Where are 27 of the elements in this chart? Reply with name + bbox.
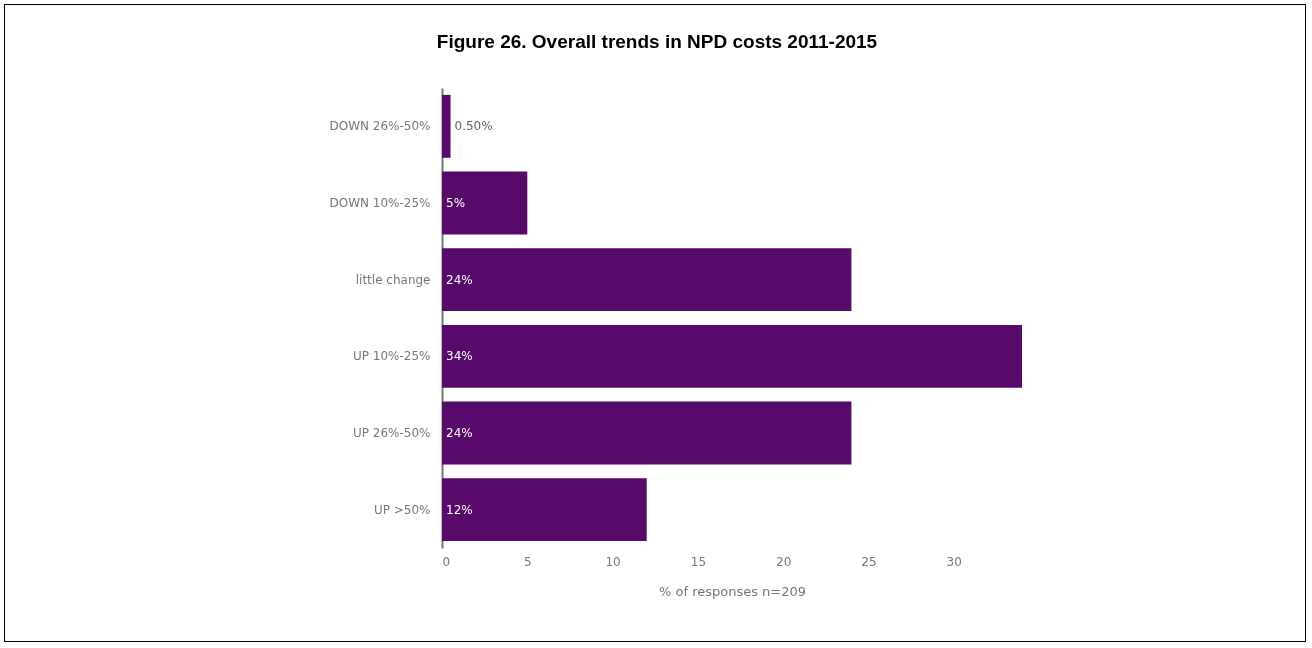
y-tick-label: DOWN 26%-50%: [329, 119, 431, 134]
data-label: 24%: [446, 272, 473, 287]
bar: [442, 94, 451, 158]
x-axis-title: % of responses n=209: [658, 583, 807, 599]
x-tick-label: 15: [690, 554, 707, 569]
bar: [442, 248, 852, 312]
y-tick-label: UP 10%-25%: [352, 349, 431, 364]
y-tick-label: DOWN 10%-25%: [329, 196, 431, 210]
x-tick-label: 25: [861, 554, 877, 569]
x-tick-label: 0: [442, 554, 451, 569]
bar: [442, 401, 852, 465]
data-label: 5%: [446, 196, 466, 210]
y-tick-label: UP >50%: [373, 502, 431, 517]
data-label: 12%: [446, 502, 473, 517]
chart-title: Figure 26. Overall trends in NPD costs 2011-2015: [436, 31, 878, 52]
bar: [442, 324, 1022, 388]
data-label: 24%: [446, 426, 473, 440]
y-tick-label: little change: [355, 272, 431, 287]
x-tick-label: 30: [946, 554, 962, 569]
data-label: 34%: [446, 349, 473, 364]
bar: [442, 478, 647, 542]
bar: [442, 171, 528, 235]
x-tick-label: 10: [605, 554, 621, 569]
x-tick-label: 5: [523, 554, 532, 569]
data-label: 0.50%: [454, 119, 493, 134]
x-tick-label: 20: [776, 554, 792, 569]
y-tick-label: UP 26%-50%: [352, 426, 431, 440]
